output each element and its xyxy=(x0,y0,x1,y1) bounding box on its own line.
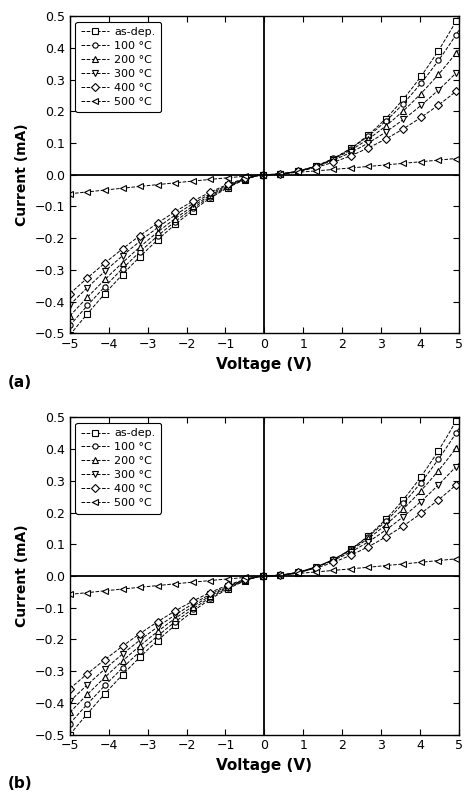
Y-axis label: Current (mA): Current (mA) xyxy=(15,124,29,226)
Text: (a): (a) xyxy=(8,375,32,390)
X-axis label: Voltage (V): Voltage (V) xyxy=(217,357,312,371)
Text: (b): (b) xyxy=(8,775,32,791)
Legend: as-dep., 100 °C, 200 °C, 300 °C, 400 °C, 500 °C: as-dep., 100 °C, 200 °C, 300 °C, 400 °C,… xyxy=(75,22,161,112)
Y-axis label: Current (mA): Current (mA) xyxy=(15,524,29,627)
X-axis label: Voltage (V): Voltage (V) xyxy=(217,758,312,773)
Legend: as-dep., 100 °C, 200 °C, 300 °C, 400 °C, 500 °C: as-dep., 100 °C, 200 °C, 300 °C, 400 °C,… xyxy=(75,423,161,513)
